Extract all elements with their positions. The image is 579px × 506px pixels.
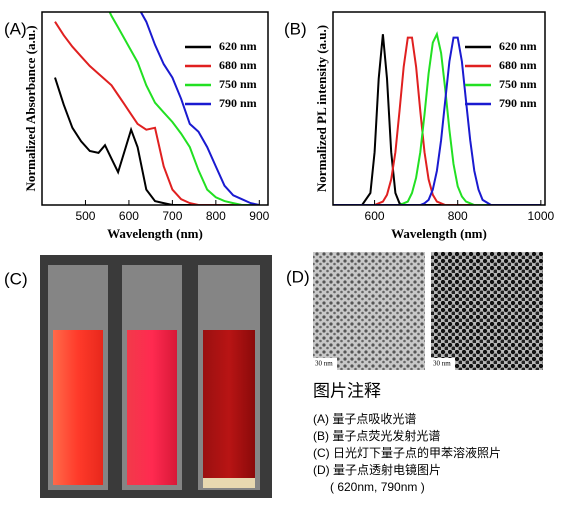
y-axis-label: Normalized Absorbance (a.u.) [23, 25, 38, 191]
x-tick-label: 600 [365, 209, 385, 223]
panel-label: (A) [4, 19, 27, 38]
x-axis-label: Wavelength (nm) [107, 226, 203, 241]
x-tick-label: 600 [119, 209, 139, 223]
scale-bar-bg [313, 358, 337, 370]
caption-title: 图片注释 [313, 381, 381, 400]
caption-line: ( 620nm, 790nm ) [330, 480, 425, 494]
cuvette-photo [40, 255, 272, 498]
scale-bar: 30 nm [315, 360, 333, 368]
legend-label: 620 nm [499, 39, 537, 53]
series-line [54, 21, 260, 205]
series-line [333, 36, 541, 205]
caption-line: (C) 日光灯下量子点的甲苯溶液照片 [313, 445, 501, 460]
plot-area [54, 12, 260, 205]
y-axis-label: Normalized PL intensity (a.u.) [314, 25, 329, 192]
x-tick-label: 900 [249, 209, 269, 223]
series-line [333, 36, 541, 205]
caption-line: (D) 量子点透射电镜图片 [313, 462, 441, 477]
tem-image [431, 252, 543, 370]
axes-frame [332, 11, 546, 206]
panel-label: (C) [4, 269, 28, 288]
x-tick-label: 700 [162, 209, 182, 223]
legend-label: 620 nm [219, 39, 257, 53]
x-tick-label: 500 [75, 209, 95, 223]
series-line [333, 31, 541, 205]
tem-image [313, 252, 425, 370]
legend-label: 790 nm [219, 96, 257, 110]
x-tick-label: 800 [448, 209, 468, 223]
panel-label: (D) [286, 267, 310, 286]
series-line [333, 34, 541, 205]
legend-label: 750 nm [219, 77, 257, 91]
caption-line: (A) 量子点吸收光谱 [313, 412, 416, 426]
legend-label: 680 nm [499, 58, 537, 72]
x-axis-label: Wavelength (nm) [391, 226, 487, 241]
scale-bar-bg [431, 358, 455, 370]
series-line [54, 77, 260, 205]
caption-line: (B) 量子点荧光发射光谱 [313, 428, 440, 443]
legend-label: 790 nm [499, 96, 537, 110]
legend-label: 750 nm [499, 77, 537, 91]
scale-bar: 30 nm [433, 360, 451, 368]
series-line [108, 12, 260, 205]
plot-area [333, 31, 541, 205]
legend-label: 680 nm [219, 58, 257, 72]
x-tick-label: 800 [206, 209, 226, 223]
series-line [139, 12, 260, 205]
panel-label: (B) [284, 19, 307, 38]
x-tick-label: 1000 [527, 209, 554, 223]
axes-frame [41, 11, 269, 206]
